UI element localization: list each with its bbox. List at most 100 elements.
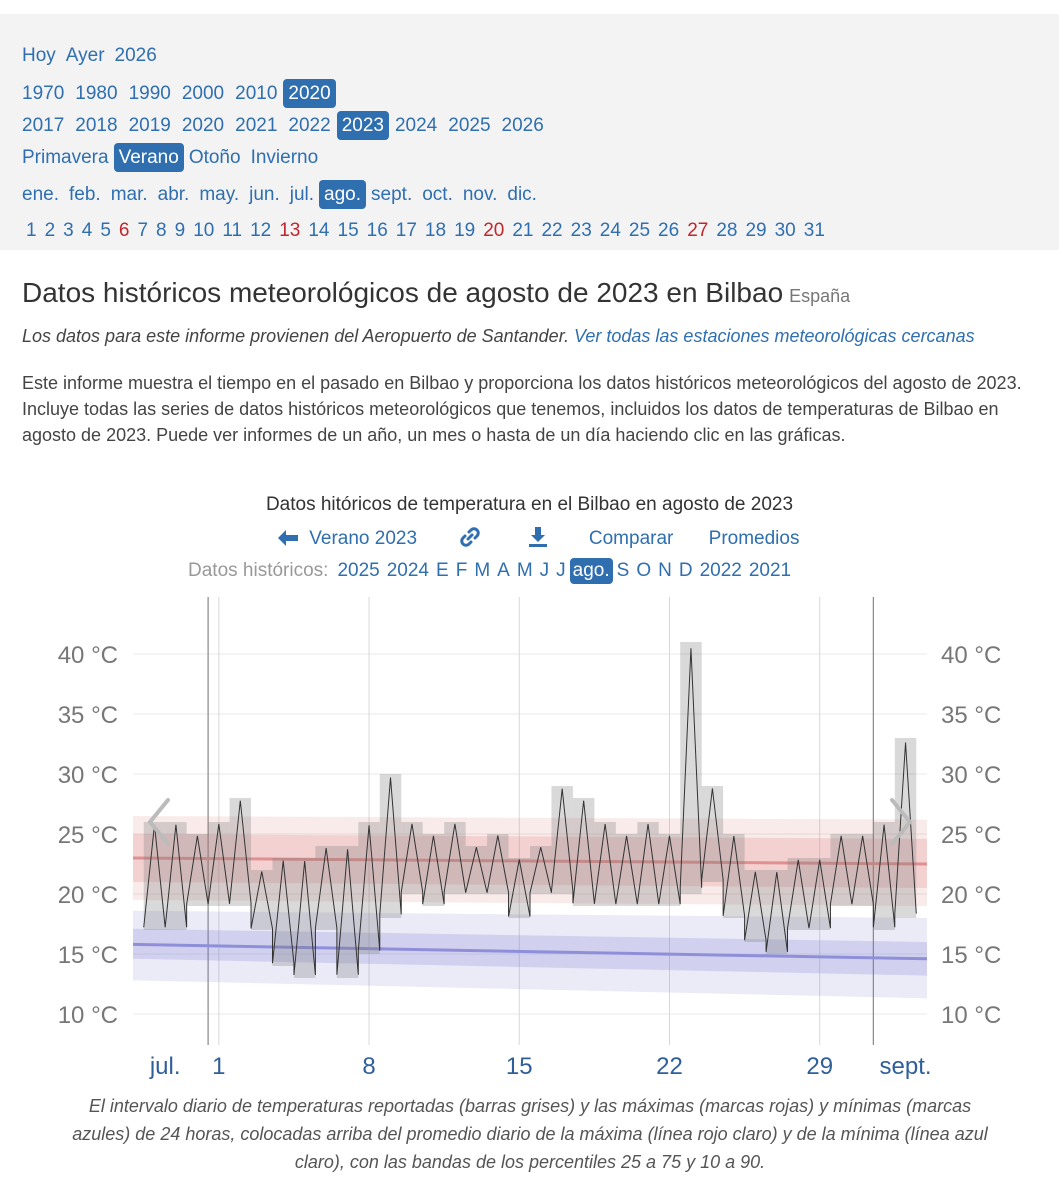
history-link-12[interactable]: N (658, 560, 672, 581)
year-link-2026[interactable]: 2026 (501, 115, 544, 136)
day-link-5[interactable]: 5 (100, 220, 111, 241)
month-link-may[interactable]: may. (199, 184, 240, 205)
year-link-2022[interactable]: 2022 (288, 115, 331, 136)
season-link-otoño[interactable]: Otoño (188, 147, 241, 168)
day-link-21[interactable]: 21 (512, 220, 534, 241)
day-link-30[interactable]: 30 (774, 220, 796, 241)
year-link-2020[interactable]: 2020 (181, 115, 225, 136)
day-link-2[interactable]: 2 (44, 220, 56, 241)
history-link-6[interactable]: M (516, 560, 533, 581)
history-link-8[interactable]: J (556, 560, 566, 581)
daily-bars (143, 642, 917, 978)
day-link-10[interactable]: 10 (193, 220, 215, 241)
history-link-5[interactable]: A (497, 560, 510, 581)
quick-links-row: Hoy Ayer 2026 (22, 41, 162, 70)
history-link-11[interactable]: O (636, 560, 652, 581)
season-link-invierno[interactable]: Invierno (250, 147, 319, 168)
day-link-3[interactable]: 3 (63, 220, 74, 241)
day-link-27[interactable]: 27 (687, 220, 709, 241)
month-link-sept[interactable]: sept. (371, 184, 413, 205)
temperature-chart[interactable]: 10 °C 10 °C 15 °C 15 °C 20 °C 20 °C 25 °C 25 °C… (0, 590, 1059, 1090)
day-link-14[interactable]: 14 (308, 220, 330, 241)
decade-link-1970[interactable]: 1970 (22, 83, 65, 104)
decade-link-1990[interactable]: 1990 (128, 83, 171, 104)
day-link-23[interactable]: 23 (570, 220, 592, 241)
day-link-1[interactable]: 1 (26, 220, 37, 241)
decade-link-2020[interactable]: 2020 (283, 79, 336, 108)
day-link-18[interactable]: 18 (424, 220, 447, 241)
averages-link[interactable]: Promedios (708, 528, 800, 549)
day-link-26[interactable]: 26 (658, 220, 680, 241)
history-link-13[interactable]: D (678, 560, 693, 581)
back-to-season-link[interactable]: Verano 2023 (278, 528, 417, 550)
month-link-dic[interactable]: dic. (507, 184, 537, 205)
history-link-3[interactable]: F (455, 560, 468, 581)
day-link-6[interactable]: 6 (118, 220, 130, 241)
quick-link-ayer[interactable]: Ayer (65, 45, 105, 66)
history-link-9[interactable]: ago. (569, 558, 613, 584)
month-link-jul[interactable]: jul. (289, 184, 315, 205)
day-link-12[interactable]: 12 (250, 220, 272, 241)
day-link-24[interactable]: 24 (599, 220, 621, 241)
day-link-25[interactable]: 25 (628, 220, 651, 241)
day-link-22[interactable]: 22 (541, 220, 563, 241)
day-link-28[interactable]: 28 (716, 220, 738, 241)
year-link-2019[interactable]: 2019 (128, 115, 171, 136)
decade-link-1980[interactable]: 1980 (75, 83, 118, 104)
history-link-2[interactable]: E (436, 560, 449, 581)
day-link-19[interactable]: 19 (454, 220, 476, 241)
day-link-15[interactable]: 15 (337, 220, 359, 241)
year-link-2025[interactable]: 2025 (448, 115, 491, 136)
x-tick-2: 8 (362, 1053, 375, 1080)
day-link-31[interactable]: 31 (803, 220, 825, 241)
year-link-2023[interactable]: 2023 (336, 111, 389, 140)
year-link-2018[interactable]: 2018 (75, 115, 118, 136)
month-link-ago[interactable]: ago. (319, 180, 367, 209)
month-link-feb[interactable]: feb. (68, 184, 101, 205)
day-link-13[interactable]: 13 (279, 220, 301, 241)
month-link-mar[interactable]: mar. (110, 184, 148, 205)
day-link-11[interactable]: 11 (222, 220, 243, 241)
chevron-left-icon-path (147, 798, 170, 846)
month-link-ene[interactable]: ene. (22, 184, 59, 205)
day-link-20[interactable]: 20 (483, 220, 505, 241)
history-link-1[interactable]: 2024 (386, 560, 430, 581)
decade-link-2010[interactable]: 2010 (235, 83, 278, 104)
month-link-nov[interactable]: nov. (462, 184, 498, 205)
history-link-15[interactable]: 2021 (748, 560, 792, 581)
day-link-17[interactable]: 17 (395, 220, 417, 241)
month-link-oct[interactable]: oct. (422, 184, 453, 205)
quick-link-hoy[interactable]: Hoy (22, 45, 56, 66)
year-link-2017[interactable]: 2017 (22, 115, 65, 136)
day-link-8[interactable]: 8 (156, 220, 167, 241)
permalink-button[interactable] (460, 527, 481, 551)
day-link-4[interactable]: 4 (81, 220, 93, 241)
history-link-7[interactable]: J (539, 560, 550, 581)
quick-link-2026[interactable]: 2026 (114, 45, 157, 66)
month-link-abr[interactable]: abr. (157, 184, 190, 205)
year-link-2024[interactable]: 2024 (394, 115, 438, 136)
month-link-jun[interactable]: jun. (249, 184, 280, 205)
y-tick-left-15: 15 °C (58, 942, 118, 969)
grid-layer (133, 597, 927, 1045)
day-link-9[interactable]: 9 (174, 220, 186, 241)
nearby-stations-link[interactable]: Ver todas las estaciones meteorológicas … (574, 326, 975, 346)
history-link-14[interactable]: 2022 (699, 560, 742, 581)
compare-link[interactable]: Comparar (588, 528, 674, 549)
year-link-2021[interactable]: 2021 (235, 115, 278, 136)
history-link-10[interactable]: S (616, 560, 630, 581)
season-link-primavera[interactable]: Primavera (22, 147, 109, 168)
download-button[interactable] (528, 527, 548, 551)
chevron-left-icon[interactable] (147, 798, 170, 846)
history-link-4[interactable]: M (474, 560, 491, 581)
season-link-verano[interactable]: Verano (113, 143, 184, 172)
decade-link-2000[interactable]: 2000 (181, 83, 225, 104)
history-link-0[interactable]: 2025 (337, 560, 380, 581)
day-link-7[interactable]: 7 (137, 220, 149, 241)
day-link-16[interactable]: 16 (366, 220, 388, 241)
y-tick-left-25: 25 °C (58, 822, 118, 849)
day-link-29[interactable]: 29 (745, 220, 767, 241)
chevron-right-icon[interactable] (890, 798, 913, 846)
